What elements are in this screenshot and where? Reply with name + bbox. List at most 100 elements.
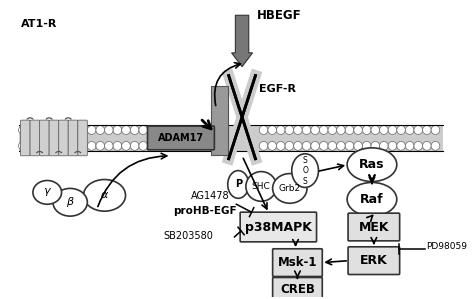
- FancyBboxPatch shape: [348, 213, 400, 241]
- Circle shape: [371, 126, 380, 135]
- Circle shape: [397, 126, 405, 135]
- Ellipse shape: [53, 188, 87, 216]
- Circle shape: [79, 126, 87, 135]
- Circle shape: [405, 141, 414, 150]
- Text: PD98059: PD98059: [427, 242, 467, 251]
- Bar: [210, 86, 228, 155]
- Text: p38MAPK: p38MAPK: [245, 220, 312, 234]
- Circle shape: [354, 141, 363, 150]
- Circle shape: [130, 126, 139, 135]
- Text: Msk-1: Msk-1: [278, 256, 317, 269]
- Ellipse shape: [273, 174, 307, 203]
- Circle shape: [276, 126, 285, 135]
- Circle shape: [36, 141, 45, 150]
- Text: Raf: Raf: [360, 193, 384, 206]
- Text: AG1478: AG1478: [191, 191, 229, 201]
- Circle shape: [113, 126, 122, 135]
- Circle shape: [27, 141, 36, 150]
- Text: ERK: ERK: [360, 254, 388, 267]
- Circle shape: [319, 141, 328, 150]
- Text: SB203580: SB203580: [164, 231, 214, 241]
- Bar: [18, 125, 443, 151]
- Circle shape: [319, 126, 328, 135]
- FancyBboxPatch shape: [68, 120, 78, 156]
- FancyBboxPatch shape: [78, 120, 87, 156]
- Circle shape: [431, 126, 440, 135]
- Circle shape: [79, 141, 87, 150]
- Circle shape: [113, 141, 122, 150]
- FancyBboxPatch shape: [30, 120, 40, 156]
- Circle shape: [388, 141, 397, 150]
- Text: $\alpha$: $\alpha$: [100, 190, 109, 200]
- Ellipse shape: [246, 172, 276, 201]
- Circle shape: [87, 126, 96, 135]
- Ellipse shape: [292, 154, 319, 187]
- Text: ADAM17: ADAM17: [158, 133, 204, 143]
- Circle shape: [45, 141, 53, 150]
- Circle shape: [414, 141, 422, 150]
- Text: $\beta$: $\beta$: [66, 195, 74, 209]
- Circle shape: [337, 141, 345, 150]
- Text: HBEGF: HBEGF: [256, 9, 301, 22]
- Text: P: P: [235, 179, 242, 190]
- Circle shape: [130, 141, 139, 150]
- FancyBboxPatch shape: [273, 249, 322, 277]
- Circle shape: [302, 141, 311, 150]
- FancyBboxPatch shape: [20, 120, 30, 156]
- Circle shape: [285, 141, 293, 150]
- Circle shape: [53, 126, 62, 135]
- Circle shape: [62, 141, 70, 150]
- Circle shape: [96, 141, 105, 150]
- Circle shape: [311, 141, 319, 150]
- Circle shape: [293, 141, 302, 150]
- Circle shape: [259, 141, 268, 150]
- Circle shape: [371, 141, 380, 150]
- Circle shape: [345, 126, 354, 135]
- Circle shape: [18, 141, 27, 150]
- Circle shape: [259, 126, 268, 135]
- Text: proHB-EGF: proHB-EGF: [173, 206, 237, 216]
- Circle shape: [354, 126, 363, 135]
- Circle shape: [380, 126, 388, 135]
- Circle shape: [139, 126, 147, 135]
- Text: $\gamma$: $\gamma$: [43, 186, 52, 198]
- Text: S
O
S: S O S: [302, 156, 308, 185]
- Circle shape: [311, 126, 319, 135]
- Circle shape: [70, 141, 79, 150]
- Circle shape: [122, 126, 130, 135]
- FancyBboxPatch shape: [348, 247, 400, 274]
- FancyBboxPatch shape: [40, 120, 49, 156]
- Circle shape: [276, 141, 285, 150]
- Circle shape: [70, 126, 79, 135]
- Circle shape: [414, 126, 422, 135]
- Text: CREB: CREB: [280, 283, 315, 296]
- Circle shape: [302, 126, 311, 135]
- Ellipse shape: [83, 179, 126, 211]
- FancyBboxPatch shape: [240, 212, 317, 242]
- Circle shape: [293, 126, 302, 135]
- Circle shape: [380, 141, 388, 150]
- Circle shape: [87, 141, 96, 150]
- Circle shape: [285, 126, 293, 135]
- Circle shape: [139, 141, 147, 150]
- Circle shape: [397, 141, 405, 150]
- Circle shape: [208, 126, 216, 135]
- Circle shape: [105, 141, 113, 150]
- FancyArrow shape: [232, 15, 253, 67]
- FancyBboxPatch shape: [147, 126, 214, 150]
- Circle shape: [105, 126, 113, 135]
- Circle shape: [405, 126, 414, 135]
- Circle shape: [45, 126, 53, 135]
- Circle shape: [328, 126, 337, 135]
- Circle shape: [388, 126, 397, 135]
- Circle shape: [431, 141, 440, 150]
- Circle shape: [337, 126, 345, 135]
- Text: EGF-R: EGF-R: [259, 84, 296, 94]
- Circle shape: [208, 141, 216, 150]
- Circle shape: [268, 141, 276, 150]
- Circle shape: [62, 126, 70, 135]
- Ellipse shape: [347, 148, 397, 181]
- Circle shape: [36, 126, 45, 135]
- Circle shape: [268, 126, 276, 135]
- Circle shape: [422, 126, 431, 135]
